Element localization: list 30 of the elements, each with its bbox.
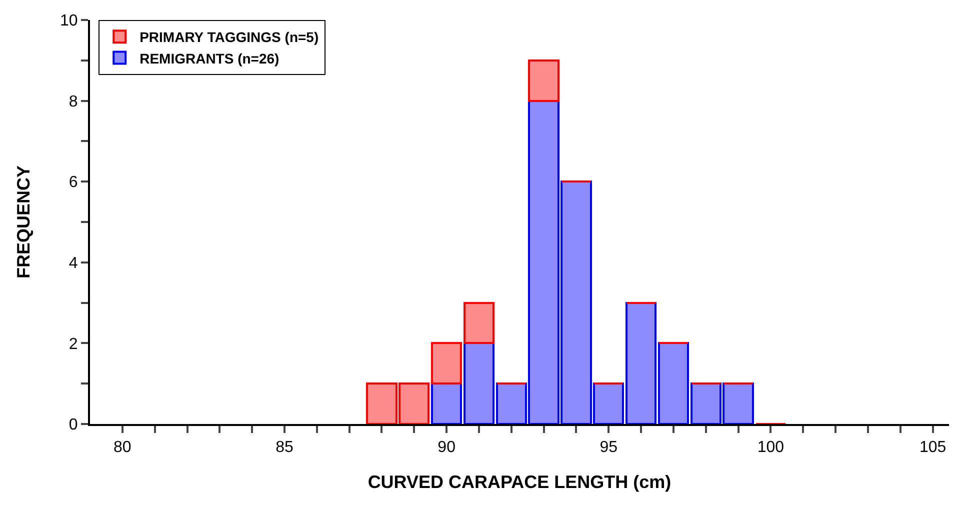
bar: [430, 342, 462, 385]
bar: [496, 382, 527, 424]
bar: [366, 382, 398, 424]
x-tick-label: 80: [114, 439, 132, 456]
legend-label: PRIMARY TAGGINGS (n=5): [140, 29, 319, 46]
y-tick-label: 2: [68, 336, 78, 353]
y-tick-label: 8: [68, 93, 78, 110]
x-tick-label: 100: [757, 439, 784, 456]
bar: [625, 302, 657, 424]
y-tick-label: 0: [68, 416, 78, 434]
bar: [560, 180, 592, 424]
bar: [463, 302, 495, 344]
bar: [430, 382, 462, 424]
x-tick-label: 95: [600, 439, 618, 456]
y-axis-title: FREQUENCY: [14, 165, 34, 279]
y-tick-label: 10: [60, 12, 78, 30]
x-tick-label: 85: [276, 439, 294, 456]
bar: [593, 382, 624, 424]
x-axis-title: CURVED CARAPACE LENGTH (cm): [368, 472, 672, 492]
y-tick-label: 6: [68, 174, 78, 192]
x-tick-label: 90: [438, 439, 456, 456]
bar: [528, 59, 560, 102]
bar: [463, 342, 495, 424]
bar: [398, 382, 430, 424]
legend-label: REMIGRANTS (n=26): [140, 50, 280, 66]
bar: [690, 382, 722, 424]
x-tick-label: 105: [919, 439, 946, 456]
bar: [658, 342, 690, 424]
y-tick-label: 4: [68, 255, 78, 272]
bar: [722, 382, 754, 424]
